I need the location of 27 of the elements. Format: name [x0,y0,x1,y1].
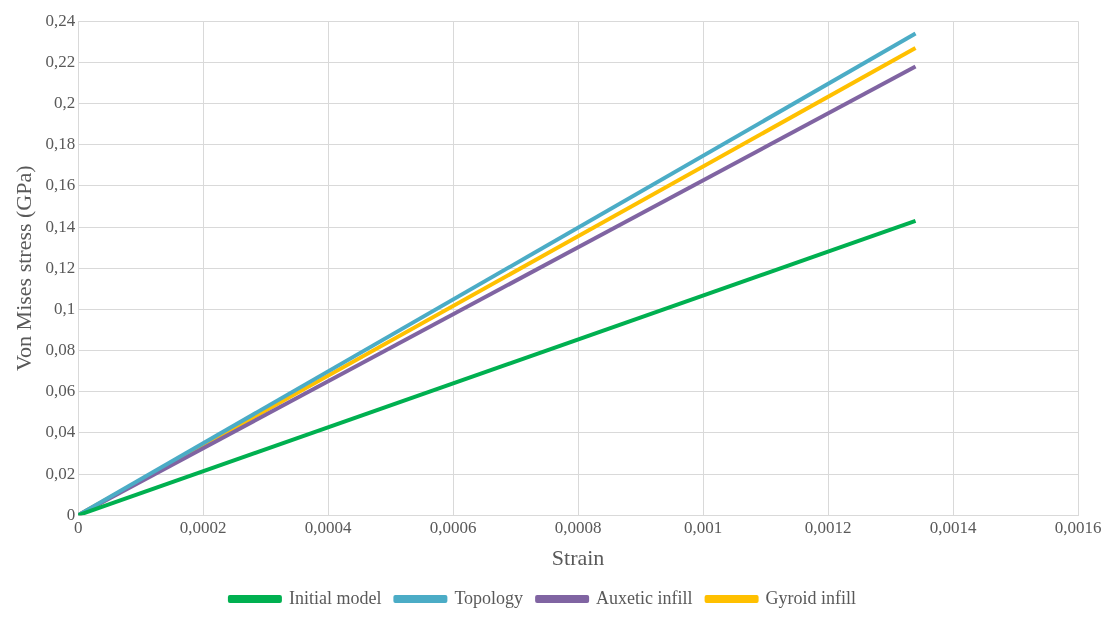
y-tick-label: 0,14 [45,216,76,236]
legend-label: Auxetic infill [596,587,693,608]
y-tick-label: 0 [66,504,76,524]
y-tick-label: 0,16 [45,175,76,195]
x-tick-label: 0,0002 [179,517,227,537]
x-tick-label: 0,0008 [554,517,602,537]
legend-label: Gyroid infill [765,587,857,608]
y-axis-title: Von Mises stress (GPa) [10,165,36,371]
y-tick-label: 0,2 [53,93,76,112]
y-tick-label: 0,02 [45,463,76,483]
y-tick-label: 0,18 [45,134,76,154]
y-tick-label: 0,08 [45,340,76,359]
x-axis-title: Strain [551,544,605,570]
y-tick-label: 0,24 [45,10,76,30]
x-tick-label: 0,0004 [304,517,352,537]
legend-label: Initial model [288,587,382,608]
legend-label: Topology [454,587,524,608]
y-tick-label: 0,04 [45,422,76,442]
y-tick-label: 0,06 [45,381,76,401]
x-tick-label: 0,001 [683,517,723,537]
x-tick-label: 0,0016 [1054,517,1102,537]
x-tick-label: 0,0014 [929,517,977,537]
y-tick-label: 0,22 [45,51,76,71]
x-tick-label: 0,0012 [804,517,852,537]
x-tick-label: 0,0006 [429,517,477,537]
y-tick-label: 0,1 [53,298,76,318]
y-tick-label: 0,12 [45,257,76,277]
